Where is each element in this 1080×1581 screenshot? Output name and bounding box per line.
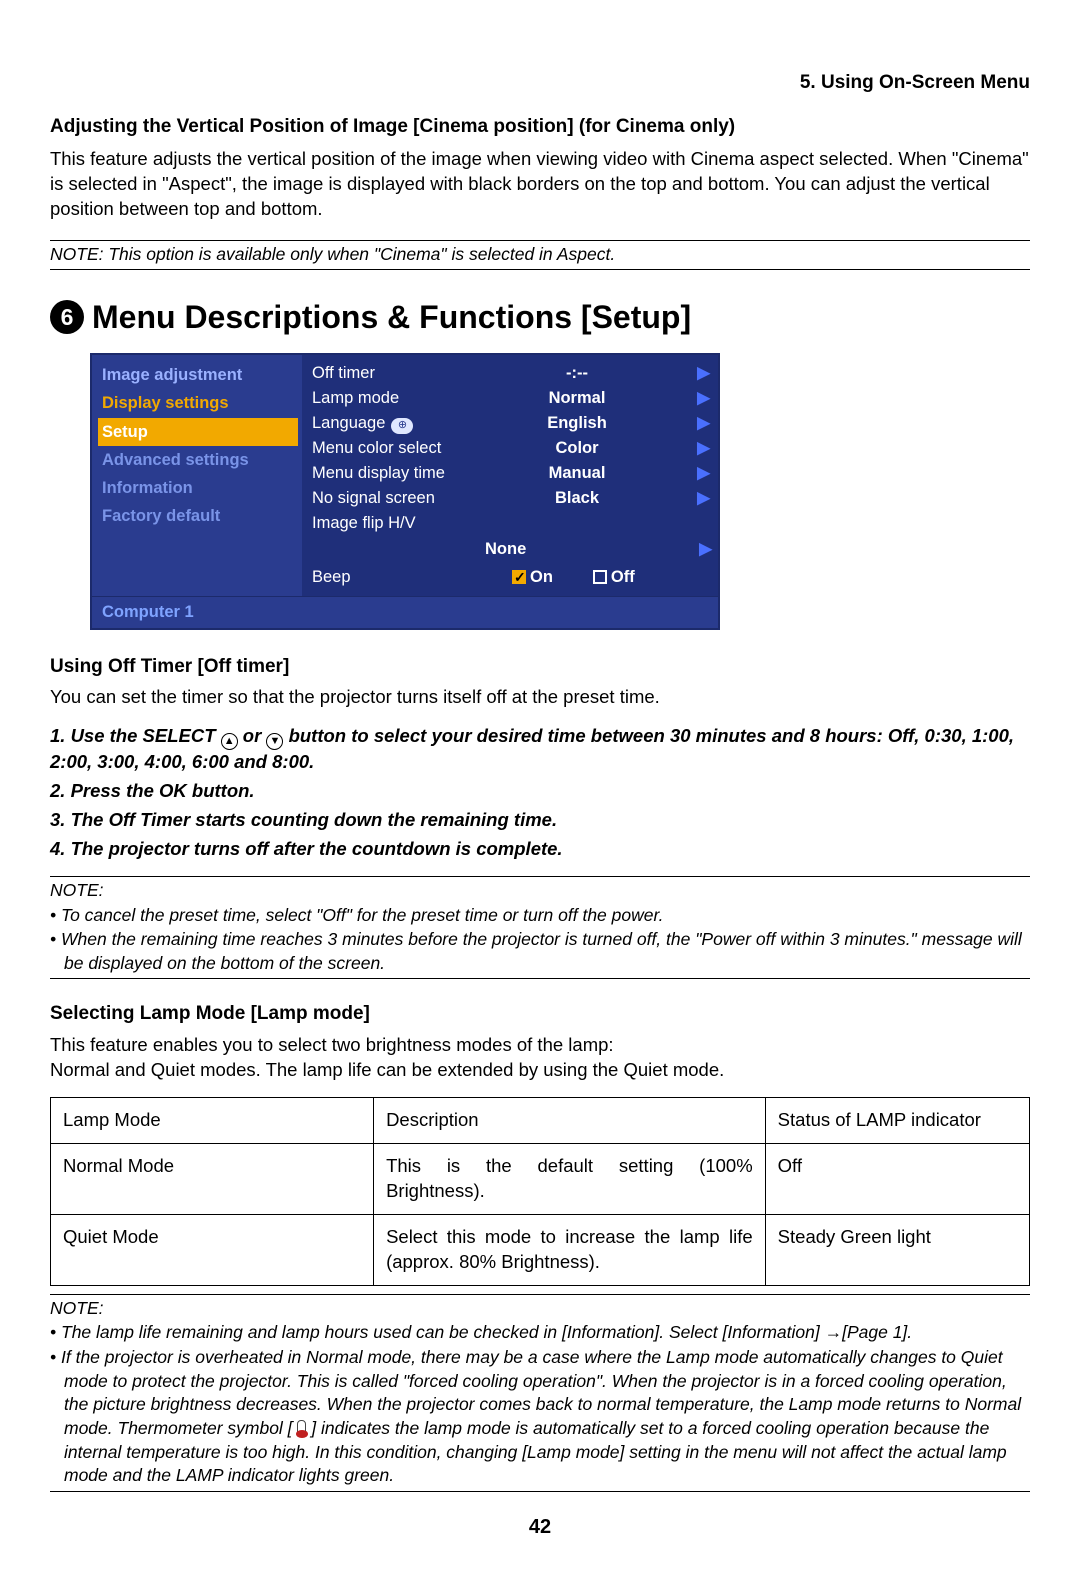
arrow-right-icon: ▶ bbox=[622, 487, 712, 509]
osd-row-language[interactable]: Language ⊕ English ▶ bbox=[312, 411, 712, 436]
lamp-mode-title: Selecting Lamp Mode [Lamp mode] bbox=[50, 1001, 1030, 1027]
arrow-right-icon: ▶ bbox=[622, 437, 712, 459]
arrow-right-icon: ▶ bbox=[622, 462, 712, 484]
beep-on-label: On bbox=[530, 566, 553, 588]
step-1: 1. Use the SELECT ▲ or ▼ button to selec… bbox=[50, 724, 1030, 775]
osd-flip-text: None bbox=[485, 540, 526, 558]
th-lamp-mode: Lamp Mode bbox=[51, 1098, 374, 1144]
step-3: 3. The Off Timer starts counting down th… bbox=[50, 808, 1030, 833]
thermometer-icon bbox=[297, 1420, 306, 1436]
osd-label: Menu display time bbox=[312, 462, 532, 484]
note-label: NOTE: bbox=[50, 879, 1030, 903]
language-icon: ⊕ bbox=[391, 418, 413, 434]
osd-flip-value: None ▶ bbox=[312, 536, 712, 564]
osd-value: Manual bbox=[532, 462, 622, 484]
arrow-right-icon: ▶ bbox=[622, 362, 712, 384]
step-1-mid: or bbox=[238, 725, 267, 746]
step-2: 2. Press the OK button. bbox=[50, 779, 1030, 804]
table-header-row: Lamp Mode Description Status of LAMP ind… bbox=[51, 1098, 1030, 1144]
td-status: Off bbox=[765, 1143, 1029, 1214]
td-mode: Quiet Mode bbox=[51, 1214, 374, 1285]
osd-nav-image-adjustment[interactable]: Image adjustment bbox=[98, 361, 298, 389]
osd-value: Normal bbox=[532, 387, 622, 409]
step-4: 4. The projector turns off after the cou… bbox=[50, 837, 1030, 862]
osd-value: -:-- bbox=[532, 362, 622, 384]
beep-on-option[interactable]: On bbox=[512, 566, 553, 588]
down-button-icon: ▼ bbox=[266, 733, 283, 750]
osd-menu: Image adjustment Display settings Setup … bbox=[90, 353, 720, 630]
td-desc: This is the default setting (100% Bright… bbox=[374, 1143, 766, 1214]
osd-value: English bbox=[532, 412, 622, 434]
th-status: Status of LAMP indicator bbox=[765, 1098, 1029, 1144]
heading-number-icon: 6 bbox=[50, 300, 84, 334]
osd-row-menu-display-time[interactable]: Menu display time Manual ▶ bbox=[312, 461, 712, 486]
td-status: Steady Green light bbox=[765, 1214, 1029, 1285]
step-1-pre: 1. Use the SELECT bbox=[50, 725, 221, 746]
cinema-title: Adjusting the Vertical Position of Image… bbox=[50, 114, 1030, 140]
arrow-right-icon: ▶ bbox=[622, 387, 712, 409]
table-row: Quiet Mode Select this mode to increase … bbox=[51, 1214, 1030, 1285]
note-label: NOTE: bbox=[50, 1297, 1030, 1321]
off-timer-title: Using Off Timer [Off timer] bbox=[50, 654, 1030, 680]
osd-nav-advanced[interactable]: Advanced settings bbox=[98, 446, 298, 474]
osd-row-off-timer[interactable]: Off timer -:-- ▶ bbox=[312, 361, 712, 386]
osd-label: Lamp mode bbox=[312, 387, 532, 409]
osd-row-no-signal[interactable]: No signal screen Black ▶ bbox=[312, 486, 712, 511]
osd-right-panel: Off timer -:-- ▶ Lamp mode Normal ▶ Lang… bbox=[302, 355, 718, 596]
osd-label: Off timer bbox=[312, 362, 532, 384]
osd-value: Color bbox=[532, 437, 622, 459]
osd-left-nav: Image adjustment Display settings Setup … bbox=[92, 355, 302, 596]
td-mode: Normal Mode bbox=[51, 1143, 374, 1214]
osd-row-image-flip[interactable]: Image flip H/V bbox=[312, 511, 712, 536]
osd-label-text: Language bbox=[312, 414, 385, 432]
heading-text: Menu Descriptions & Functions [Setup] bbox=[92, 296, 691, 339]
osd-label: No signal screen bbox=[312, 487, 532, 509]
arrow-right-icon: ▶ bbox=[622, 412, 712, 434]
lamp-note: NOTE: The lamp life remaining and lamp h… bbox=[50, 1294, 1030, 1492]
osd-label: Beep bbox=[312, 566, 512, 588]
off-timer-steps: 1. Use the SELECT ▲ or ▼ button to selec… bbox=[50, 724, 1030, 862]
osd-row-menu-color[interactable]: Menu color select Color ▶ bbox=[312, 436, 712, 461]
beep-off-option[interactable]: Off bbox=[593, 566, 635, 588]
osd-label: Image flip H/V bbox=[312, 512, 532, 534]
cinema-note: NOTE: This option is available only when… bbox=[50, 240, 1030, 270]
cinema-body: This feature adjusts the vertical positi… bbox=[50, 147, 1030, 222]
osd-nav-factory-default[interactable]: Factory default bbox=[98, 502, 298, 530]
table-row: Normal Mode This is the default setting … bbox=[51, 1143, 1030, 1214]
osd-nav-setup[interactable]: Setup bbox=[98, 418, 298, 446]
osd-row-beep[interactable]: Beep On Off bbox=[312, 564, 712, 590]
osd-label: Language ⊕ bbox=[312, 412, 532, 434]
osd-footer: Computer 1 bbox=[92, 596, 718, 627]
td-desc: Select this mode to increase the lamp li… bbox=[374, 1214, 766, 1285]
off-timer-note: NOTE: To cancel the preset time, select … bbox=[50, 876, 1030, 980]
note-text: If the projector is overheated in Normal… bbox=[61, 1347, 1021, 1485]
osd-label: Menu color select bbox=[312, 437, 532, 459]
lamp-mode-table: Lamp Mode Description Status of LAMP ind… bbox=[50, 1097, 1030, 1286]
osd-nav-display-settings[interactable]: Display settings bbox=[98, 389, 298, 417]
checkbox-off-icon bbox=[593, 570, 607, 584]
page-number: 42 bbox=[50, 1514, 1030, 1541]
checkbox-on-icon bbox=[512, 570, 526, 584]
beep-off-label: Off bbox=[611, 566, 635, 588]
osd-value: Black bbox=[532, 487, 622, 509]
note-item: To cancel the preset time, select "Off" … bbox=[50, 904, 1030, 928]
chapter-header: 5. Using On-Screen Menu bbox=[50, 70, 1030, 96]
note-item: If the projector is overheated in Normal… bbox=[50, 1346, 1030, 1488]
note-item: The lamp life remaining and lamp hours u… bbox=[50, 1321, 1030, 1345]
setup-heading: 6 Menu Descriptions & Functions [Setup] bbox=[50, 296, 1030, 339]
osd-row-lamp-mode[interactable]: Lamp mode Normal ▶ bbox=[312, 386, 712, 411]
up-button-icon: ▲ bbox=[221, 733, 238, 750]
note-item: When the remaining time reaches 3 minute… bbox=[50, 928, 1030, 975]
osd-nav-information[interactable]: Information bbox=[98, 474, 298, 502]
off-timer-intro: You can set the timer so that the projec… bbox=[50, 685, 1030, 710]
th-description: Description bbox=[374, 1098, 766, 1144]
lamp-mode-intro: This feature enables you to select two b… bbox=[50, 1033, 1030, 1083]
